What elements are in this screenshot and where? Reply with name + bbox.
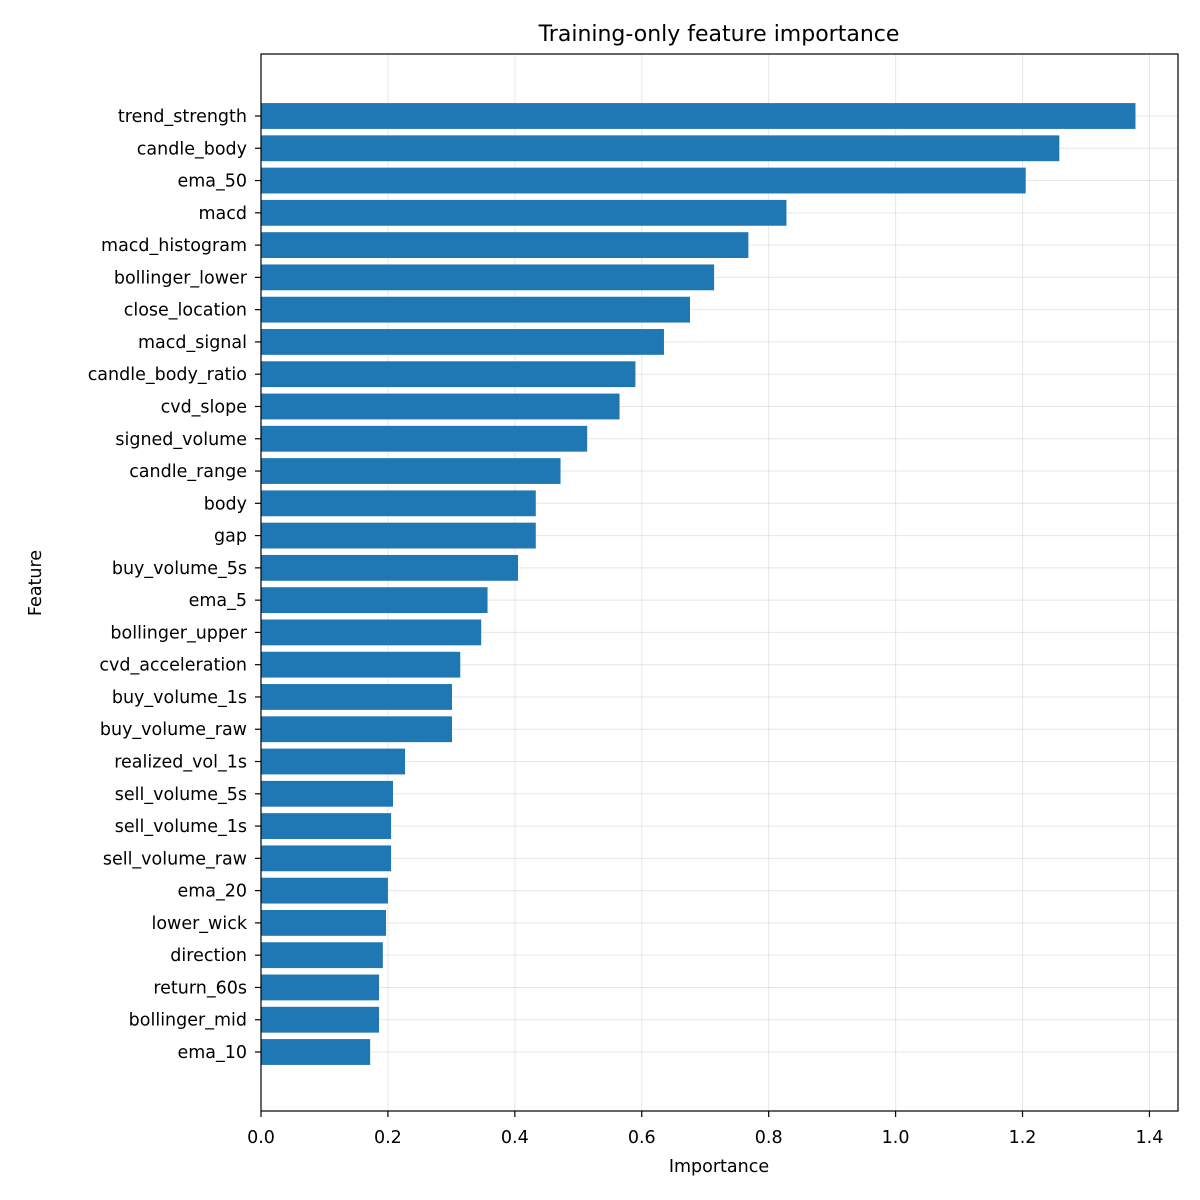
y-tick-label: candle_range	[129, 462, 247, 482]
x-tick-label: 1.2	[1009, 1128, 1037, 1148]
y-tick-label: close_location	[124, 301, 247, 321]
x-axis-ticks: 0.0 0.2 0.4 0.6 0.8 1.0 1.2 1.4	[247, 1111, 1163, 1148]
bar-candle-range	[261, 458, 561, 484]
y-tick-label: trend_strength	[118, 107, 247, 127]
bar-buy-volume-raw	[261, 716, 453, 743]
y-tick-label: sell_volume_1s	[115, 817, 247, 837]
y-tick-label: macd_signal	[138, 333, 247, 353]
x-tick-label: 1.4	[1136, 1128, 1164, 1148]
bar-trend-strength	[261, 103, 1136, 129]
bar-buy-volume-5s	[261, 554, 519, 581]
plot-frame	[260, 53, 1179, 1112]
y-tick-label: candle_body_ratio	[88, 365, 247, 385]
bar-bollinger-lower	[261, 264, 715, 291]
bar-cvd-slope	[261, 393, 620, 420]
y-tick-label: cvd_slope	[161, 397, 247, 417]
y-tick-label: signed_volume	[115, 430, 247, 450]
bar-ema-50	[261, 167, 1026, 194]
bar-sell-volume-raw	[261, 845, 392, 872]
y-tick-label: lower_wick	[151, 914, 247, 934]
bar-bollinger-upper	[261, 619, 482, 646]
y-tick-label: gap	[214, 527, 247, 547]
x-tick-label: 1.0	[882, 1128, 910, 1148]
y-tick-label: buy_volume_raw	[100, 720, 247, 740]
bar-ema-20	[261, 877, 388, 904]
chart-title: Training-only feature importance	[538, 22, 900, 47]
y-tick-label: bollinger_lower	[114, 268, 248, 288]
bar-sell-volume-1s	[261, 813, 392, 839]
bar-direction	[261, 942, 383, 969]
bar-macd-signal	[261, 329, 664, 355]
y-tick-label: candle_body	[137, 139, 247, 159]
bar-close-location	[261, 296, 690, 323]
x-tick-label: 0.8	[755, 1128, 783, 1148]
y-tick-label: sell_volume_raw	[103, 849, 247, 869]
y-tick-label: realized_vol_1s	[114, 753, 247, 773]
x-axis-label: Importance	[669, 1157, 769, 1177]
x-tick-label: 0.6	[628, 1128, 656, 1148]
y-tick-label: direction	[170, 946, 247, 966]
bar-lower-wick	[261, 909, 387, 936]
y-tick-label: return_60s	[153, 978, 247, 998]
bar-gap	[261, 522, 536, 549]
bar-realized-vol-1s	[261, 748, 406, 775]
bar-buy-volume-1s	[261, 684, 453, 710]
bar-candle-body	[261, 135, 1060, 162]
bars	[261, 103, 1136, 1065]
y-tick-label: bollinger_upper	[110, 623, 247, 643]
bar-macd	[261, 199, 787, 226]
bar-ema-5	[261, 587, 488, 614]
x-tick-label: 0.4	[501, 1128, 529, 1148]
bar-bollinger-mid	[261, 1006, 380, 1033]
y-tick-label: ema_50	[177, 172, 247, 192]
bar-macd-histogram	[261, 232, 749, 259]
y-tick-label: ema_5	[189, 591, 247, 611]
y-tick-label: cvd_acceleration	[99, 656, 247, 676]
y-tick-label: buy_volume_5s	[112, 559, 247, 579]
y-tick-label: macd_histogram	[101, 236, 247, 256]
bar-body	[261, 490, 536, 517]
x-tick-label: 0.0	[247, 1128, 275, 1148]
y-tick-label: macd	[198, 204, 247, 224]
bar-candle-body-ratio	[261, 361, 636, 388]
y-tick-label: body	[204, 494, 247, 514]
y-axis-label: Feature	[26, 550, 46, 616]
bar-sell-volume-5s	[261, 780, 393, 807]
y-tick-label: ema_10	[177, 1043, 247, 1063]
y-tick-label: ema_20	[177, 882, 247, 902]
bar-ema-10	[261, 1039, 371, 1065]
bar-cvd-acceleration	[261, 651, 461, 678]
bar-return-60s	[261, 974, 380, 1001]
x-tick-label: 0.2	[374, 1128, 402, 1148]
y-tick-label: buy_volume_1s	[112, 688, 247, 708]
y-tick-label: sell_volume_5s	[115, 785, 247, 805]
y-tick-label: bollinger_mid	[129, 1011, 247, 1031]
bar-signed-volume	[261, 425, 588, 452]
